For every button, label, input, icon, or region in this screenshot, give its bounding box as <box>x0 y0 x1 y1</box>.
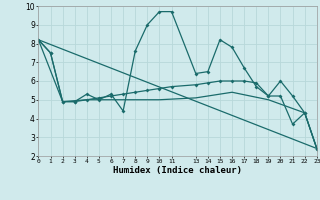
X-axis label: Humidex (Indice chaleur): Humidex (Indice chaleur) <box>113 166 242 175</box>
